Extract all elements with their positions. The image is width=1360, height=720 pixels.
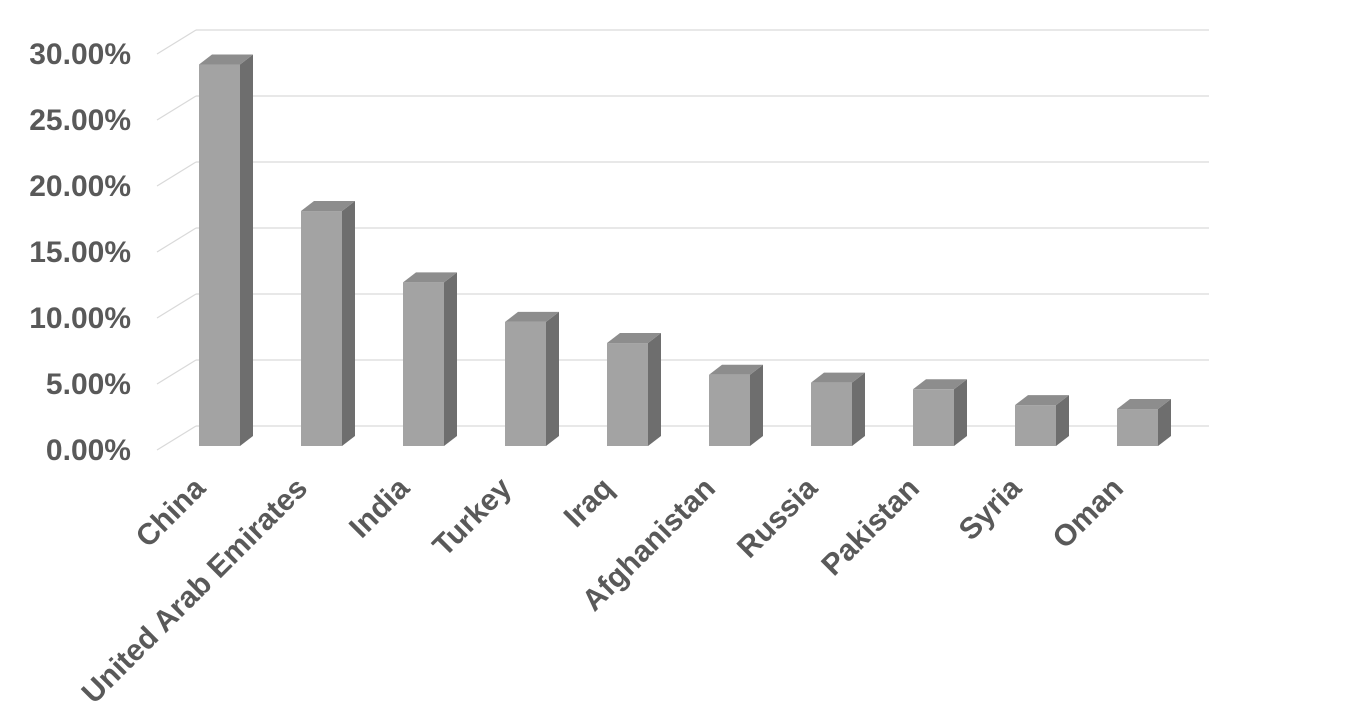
x-category-label-turkey: Turkey (427, 471, 519, 563)
y-axis-labels: 0.00% 5.00% 10.00% 15.00% 20.00% 25.00% 30.00% (29, 38, 131, 467)
bar-syria (1015, 395, 1069, 446)
y-tick-label: 20.00% (29, 170, 131, 203)
bar-front-face (403, 282, 444, 446)
x-category-label-pakistan: Pakistan (815, 472, 926, 583)
bar-afghanistan (709, 364, 763, 446)
bar-top-face (403, 272, 457, 283)
bar-front-face (811, 382, 852, 446)
bar-top-face (301, 201, 355, 212)
gridline-depth-connector (156, 95, 197, 121)
bar-side-face (648, 333, 661, 446)
bar-turkey (505, 311, 559, 446)
bar-top-face (709, 364, 763, 375)
bar-top-face (505, 311, 559, 322)
bar-iraq (607, 333, 661, 446)
bar-top-face (913, 379, 967, 390)
gridline-depth-connector (156, 29, 197, 55)
bar-front-face (913, 389, 954, 446)
bar-top-face (607, 333, 661, 344)
bar-oman (1117, 399, 1171, 446)
bar-front-face (301, 211, 342, 446)
x-category-label-china: China (130, 471, 212, 553)
bar-front-face (709, 374, 750, 446)
bar-side-face (546, 311, 559, 446)
bar-china (199, 54, 253, 447)
bar-front-face (199, 64, 240, 447)
bar-top-face (199, 54, 253, 65)
bar-united-arab-emirates (301, 201, 355, 446)
x-category-label-india: India (343, 471, 416, 544)
y-tick-label: 15.00% (29, 236, 131, 269)
bar-side-face (1158, 399, 1171, 446)
bar-side-face (342, 201, 355, 446)
bar-top-face (1015, 395, 1069, 406)
gridline-depth-connector (156, 227, 197, 253)
bar-front-face (1117, 409, 1158, 446)
bar-front-face (505, 321, 546, 446)
bar-side-face (750, 364, 763, 446)
bar-side-face (240, 54, 253, 447)
x-category-label-oman: Oman (1046, 472, 1129, 555)
bars (199, 54, 1171, 447)
bar-side-face (954, 379, 967, 446)
bar-front-face (1015, 405, 1056, 446)
gridline-depth-connector (156, 161, 197, 187)
bar-top-face (811, 372, 865, 383)
bar-side-face (1056, 395, 1069, 446)
gridline-depth-connector (156, 293, 197, 319)
x-category-label-syria: Syria (953, 471, 1028, 546)
gridline-depth-connector (156, 425, 197, 451)
x-category-label-russia: Russia (731, 471, 824, 564)
bar-side-face (444, 272, 457, 446)
y-tick-label: 0.00% (46, 434, 131, 467)
bar-top-face (1117, 399, 1171, 410)
y-tick-label: 30.00% (29, 38, 131, 71)
bar-front-face (607, 343, 648, 446)
bar-russia (811, 372, 865, 446)
gridline-depth-connector (156, 359, 197, 385)
x-category-label-iraq: Iraq (558, 472, 620, 534)
y-tick-label: 25.00% (29, 104, 131, 137)
bar-side-face (852, 372, 865, 446)
gridlines (156, 29, 1209, 451)
y-tick-label: 10.00% (29, 302, 131, 335)
bar-india (403, 272, 457, 446)
y-tick-label: 5.00% (46, 368, 131, 401)
bar-pakistan (913, 379, 967, 446)
